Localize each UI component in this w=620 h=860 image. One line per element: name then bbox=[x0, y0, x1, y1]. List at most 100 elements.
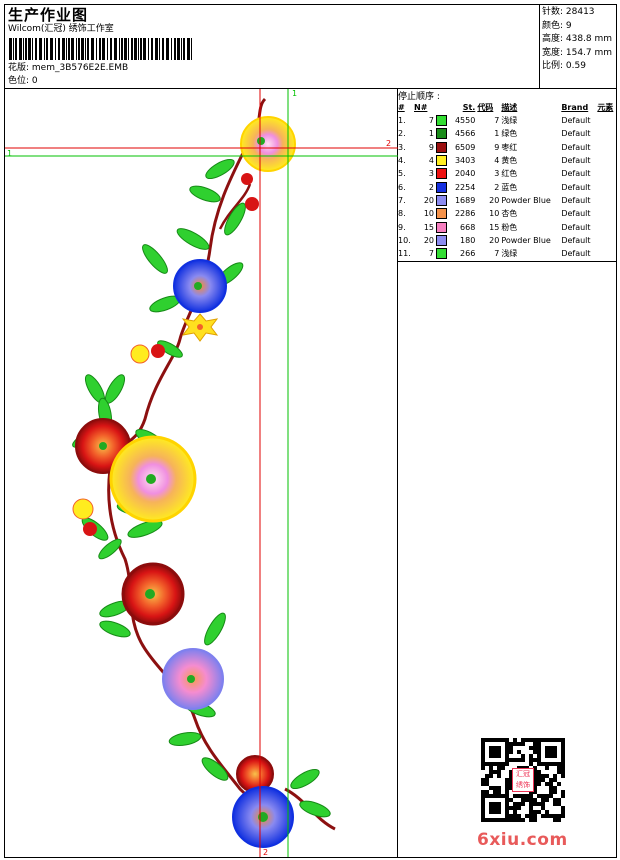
qr-module bbox=[541, 814, 545, 818]
leaf bbox=[98, 538, 122, 560]
qr-module bbox=[525, 798, 529, 802]
thread-color-swatch bbox=[436, 234, 447, 246]
qr-module bbox=[509, 818, 513, 822]
qr-module bbox=[521, 794, 525, 798]
qr-module bbox=[521, 754, 525, 758]
qr-module bbox=[529, 790, 533, 794]
qr-module bbox=[533, 738, 537, 742]
qr-module bbox=[485, 782, 489, 786]
barcode-bar bbox=[9, 38, 12, 60]
qr-module bbox=[553, 774, 557, 778]
barcode-bar bbox=[159, 38, 160, 60]
row-code: 7 bbox=[494, 249, 500, 259]
qr-module bbox=[489, 802, 501, 814]
barcode-bar bbox=[134, 38, 137, 60]
row-brand: Default bbox=[561, 182, 591, 192]
flower-center bbox=[145, 589, 155, 599]
row-brand: Default bbox=[561, 235, 591, 245]
thread-color-swatch bbox=[436, 141, 447, 153]
qr-module bbox=[489, 774, 493, 778]
qr-module bbox=[485, 774, 489, 778]
row-description: 蓝色 bbox=[501, 182, 518, 192]
row-stitches: 1689 bbox=[454, 195, 476, 205]
row-stitches: 4550 bbox=[454, 116, 476, 126]
qr-module bbox=[501, 766, 505, 770]
row-needle: 15 bbox=[423, 222, 434, 232]
qr-module bbox=[533, 746, 537, 750]
qr-module bbox=[517, 806, 521, 810]
qr-module bbox=[509, 746, 513, 750]
row-stitches: 266 bbox=[460, 249, 476, 259]
seal-text-bottom: 绣饰 bbox=[516, 781, 530, 789]
guide-label-green-h: 1 bbox=[7, 149, 12, 158]
design-scale: 比例: 0.59 bbox=[542, 61, 586, 71]
barcode-bar bbox=[174, 38, 176, 60]
table-row: 3. 9 6509 9 枣红 Default bbox=[397, 141, 617, 154]
qr-module bbox=[549, 786, 553, 790]
col-index: # bbox=[398, 103, 405, 112]
qr-module bbox=[557, 782, 561, 786]
row-index: 10. bbox=[398, 235, 411, 245]
qr-module bbox=[509, 750, 513, 754]
qr-module bbox=[533, 766, 537, 770]
row-needle: 3 bbox=[428, 169, 434, 179]
qr-module bbox=[509, 806, 513, 810]
leaf bbox=[224, 202, 246, 236]
table-row: 10. 20 180 20 Powder Blue Default bbox=[397, 234, 617, 247]
qr-module bbox=[525, 738, 529, 742]
color-position-label: 色位: 0 bbox=[8, 76, 38, 86]
row-index: 8. bbox=[398, 209, 406, 219]
qr-module bbox=[557, 766, 561, 770]
qr-module bbox=[561, 814, 565, 818]
row-index: 2. bbox=[398, 129, 406, 139]
barcode-bar bbox=[76, 38, 77, 60]
qr-module bbox=[557, 770, 561, 774]
qr-module bbox=[497, 766, 501, 770]
barcode-bar bbox=[183, 38, 185, 60]
leaf bbox=[168, 731, 202, 747]
qr-module bbox=[533, 798, 537, 802]
flower-bud bbox=[72, 498, 94, 520]
barcode-bar bbox=[140, 38, 142, 60]
leaf bbox=[205, 158, 235, 180]
table-header-row: # N# St. 代码 描述 Brand 元素 bbox=[397, 101, 617, 114]
row-code: 4 bbox=[494, 156, 500, 166]
qr-module bbox=[509, 770, 513, 774]
qr-module bbox=[533, 802, 537, 806]
qr-module bbox=[493, 790, 497, 794]
qr-module bbox=[513, 758, 517, 762]
qr-module bbox=[529, 810, 533, 814]
qr-module bbox=[513, 806, 517, 810]
qr-module bbox=[529, 794, 533, 798]
qr-module bbox=[513, 742, 517, 746]
qr-module bbox=[545, 746, 557, 758]
qr-module bbox=[533, 786, 537, 790]
row-code: 2 bbox=[494, 182, 500, 192]
leaf bbox=[290, 768, 320, 790]
watermark-seal: 汇冠 绣饰 bbox=[512, 768, 534, 792]
qr-module bbox=[505, 782, 509, 786]
barcode-bar bbox=[162, 38, 164, 60]
row-code: 20 bbox=[489, 195, 500, 205]
barcode-bar bbox=[138, 38, 139, 60]
leaf bbox=[299, 800, 331, 818]
flower-center bbox=[187, 675, 195, 683]
row-stitches: 668 bbox=[460, 222, 476, 232]
barcode-bar bbox=[58, 38, 60, 60]
barcode-bar bbox=[46, 38, 48, 60]
qr-module bbox=[533, 774, 537, 778]
qr-module bbox=[517, 758, 521, 762]
row-code: 7 bbox=[494, 116, 500, 126]
qr-module bbox=[485, 790, 489, 794]
row-swatch bbox=[435, 180, 450, 193]
qr-module bbox=[513, 814, 517, 818]
qr-module bbox=[513, 738, 517, 742]
qr-module bbox=[509, 742, 513, 746]
guide-label-green-v: 1 bbox=[292, 89, 297, 98]
row-code: 20 bbox=[489, 235, 500, 245]
qr-module bbox=[553, 818, 557, 822]
qr-module bbox=[525, 794, 529, 798]
qr-module bbox=[509, 814, 513, 818]
qr-module bbox=[561, 774, 565, 778]
barcode-bar bbox=[13, 38, 14, 60]
